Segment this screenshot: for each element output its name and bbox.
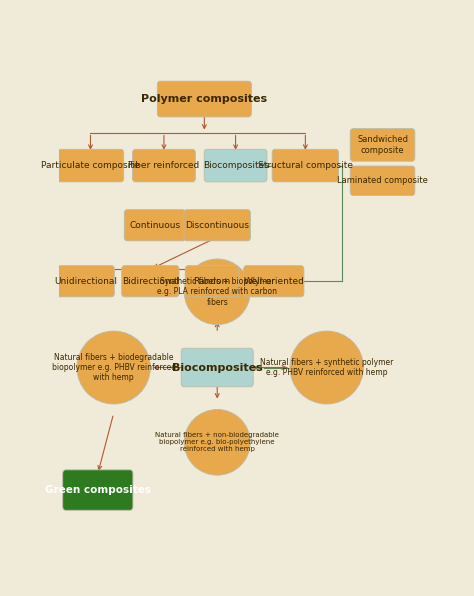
Text: Laminated composite: Laminated composite bbox=[337, 176, 428, 185]
Text: Unidirectional: Unidirectional bbox=[54, 277, 117, 285]
Text: Structural composite: Structural composite bbox=[258, 161, 353, 170]
FancyBboxPatch shape bbox=[184, 210, 250, 241]
FancyBboxPatch shape bbox=[124, 210, 185, 241]
Text: Continuous: Continuous bbox=[129, 221, 180, 230]
Ellipse shape bbox=[184, 259, 250, 325]
FancyBboxPatch shape bbox=[204, 150, 267, 182]
Text: Particulate composite: Particulate composite bbox=[41, 161, 140, 170]
Text: Biocomposites: Biocomposites bbox=[172, 362, 263, 372]
Text: Green composites: Green composites bbox=[45, 485, 151, 495]
Text: Bidirectional: Bidirectional bbox=[122, 277, 179, 285]
FancyBboxPatch shape bbox=[350, 129, 415, 162]
Text: Discontinuous: Discontinuous bbox=[185, 221, 249, 230]
Ellipse shape bbox=[77, 331, 150, 404]
FancyBboxPatch shape bbox=[244, 266, 304, 297]
FancyBboxPatch shape bbox=[181, 348, 253, 387]
Text: Natural fibers + synthetic polymer
e.g. PHBV reinforced with hemp: Natural fibers + synthetic polymer e.g. … bbox=[260, 358, 393, 377]
Text: Natural fibers + non-biodegradable
biopolymer e.g. bio-polyethylene
reinforced w: Natural fibers + non-biodegradable biopo… bbox=[155, 432, 279, 452]
FancyBboxPatch shape bbox=[63, 470, 133, 510]
FancyBboxPatch shape bbox=[272, 150, 338, 182]
Text: Random: Random bbox=[193, 277, 231, 285]
FancyBboxPatch shape bbox=[157, 81, 251, 117]
FancyBboxPatch shape bbox=[350, 166, 415, 195]
Text: Sandwiched
composite: Sandwiched composite bbox=[357, 135, 408, 154]
Ellipse shape bbox=[184, 409, 250, 475]
Text: Synthetic fibers + biopolymer
e.g. PLA reinforced with carbon
fibers: Synthetic fibers + biopolymer e.g. PLA r… bbox=[157, 277, 277, 307]
FancyBboxPatch shape bbox=[133, 150, 195, 182]
FancyBboxPatch shape bbox=[57, 266, 114, 297]
Text: Well-oriented: Well-oriented bbox=[243, 277, 304, 285]
Text: Fiber reinforced: Fiber reinforced bbox=[128, 161, 200, 170]
Text: Natural fibers + biodegradable
biopolymer e.g. PHBV reinforced
with hemp: Natural fibers + biodegradable biopolyme… bbox=[52, 353, 176, 383]
FancyBboxPatch shape bbox=[185, 266, 239, 297]
Ellipse shape bbox=[290, 331, 364, 404]
FancyBboxPatch shape bbox=[122, 266, 179, 297]
FancyBboxPatch shape bbox=[57, 150, 124, 182]
Text: Polymer composites: Polymer composites bbox=[141, 94, 267, 104]
Text: Biocomposites: Biocomposites bbox=[203, 161, 268, 170]
